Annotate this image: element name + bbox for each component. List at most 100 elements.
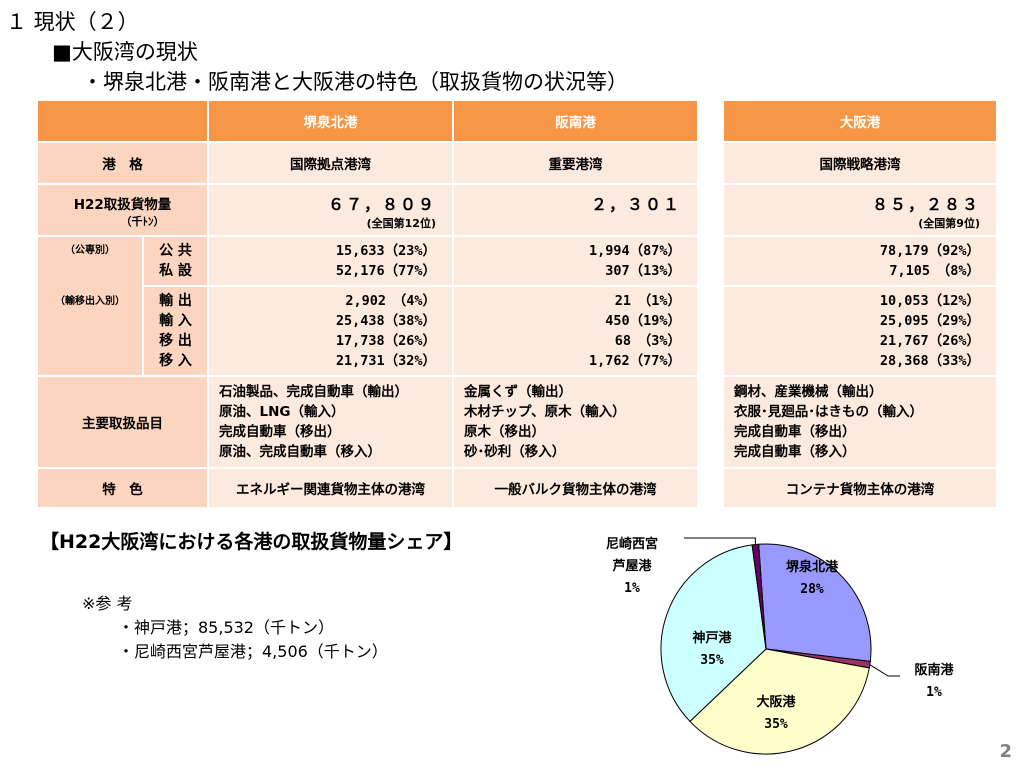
port-class-value: 国際拠点港湾 (209, 143, 454, 185)
goods-item: 原油、LNG（輸入） (219, 404, 345, 420)
table-header-row: 堺泉北港 阪南港 大阪港 (38, 101, 998, 509)
table-row: （公専別） （輸移出入別） 公 共 私 設 15,633（23%） 52,176… (38, 237, 998, 377)
volume-value: ６７，８０９ (327, 195, 436, 214)
trade-values: 2,902 （4%） 25,438（38%） 17,738（26%） 21,73… (209, 287, 454, 377)
header-corner (38, 101, 209, 143)
header-osaka: 大阪港 (724, 101, 998, 143)
volume-label: H22取扱貨物量 (73, 197, 172, 213)
pie-label: 大阪港 35% (756, 694, 796, 732)
public-private-values: 1,994（87%） 307（13%） (454, 237, 699, 287)
port-class-value: 国際戦略港湾 (724, 143, 998, 185)
pie-slice-0 (758, 543, 872, 662)
import-value: 25,438（38%） (335, 313, 436, 329)
import-value: 25,095（29%） (879, 313, 980, 329)
volume-cell: ８５，２８３ (全国第9位) (724, 185, 998, 237)
goods-item: 完成自動車（移出） (219, 424, 341, 440)
feature-value: エネルギー関連貨物主体の港湾 (209, 469, 454, 509)
private-value: 307（13%） (605, 263, 681, 279)
page-number: 2 (999, 741, 1012, 762)
import-value: 450（19%） (605, 313, 681, 329)
share-pie-chart: 堺泉北港 28% 阪南港 1% 大阪港 35% 神戸港 35% 尼崎西宮芦屋港 1% (606, 536, 954, 755)
pie-slice-3 (660, 544, 767, 723)
trade-values: 21 （1%） 450（19%） 68 （3%） 1,762（77%） (454, 287, 699, 377)
reference-note-head: ※参 考 (82, 594, 133, 613)
header-sakai-senboku: 堺泉北港 (209, 101, 454, 143)
feature-value: コンテナ貨物主体の港湾 (724, 469, 998, 509)
public-value: 15,633（23%） (335, 243, 436, 259)
volume-value: ２，３０１ (590, 195, 681, 214)
feature-value: 一般バルク貨物主体の港湾 (454, 469, 699, 509)
private-label: 私 設 (159, 263, 192, 279)
goods-item: 完成自動車（移出） (734, 424, 856, 440)
header-hannan: 阪南港 (454, 101, 699, 143)
table-row: 主要取扱品目 石油製品、完成自動車（輸出） 原油、LNG（輸入） 完成自動車（移… (38, 377, 998, 469)
pie-leader-line (684, 537, 756, 545)
pie-slice-4 (751, 543, 767, 650)
row-label-goods: 主要取扱品目 (38, 377, 209, 469)
public-private-label: （公専別） (65, 245, 115, 256)
public-private-values: 78,179（92%） 7,105 （8%） (724, 237, 998, 287)
goods-item: 木材チップ、原木（輸入） (464, 404, 626, 420)
export-value: 2,902 （4%） (345, 293, 436, 309)
row-label-feature: 特 色 (38, 469, 209, 509)
export-value: 10,053（12%） (879, 293, 980, 309)
row-label-port-class: 港 格 (38, 143, 209, 185)
private-value: 7,105 （8%） (889, 263, 980, 279)
domestic-in-label: 移 入 (159, 353, 192, 369)
goods-item: 原木（移出） (464, 424, 545, 440)
reference-note: ・尼崎西宮芦屋港；4,506（千トン） (118, 642, 388, 661)
trade-label: （輸移出入別） (55, 296, 125, 307)
domestic-out-value: 21,767（26%） (879, 333, 980, 349)
public-label: 公 共 (159, 243, 192, 259)
table-row: 特 色 エネルギー関連貨物主体の港湾 一般バルク貨物主体の港湾 コンテナ貨物主体… (38, 469, 998, 509)
goods-cell: 金属くず（輸出） 木材チップ、原木（輸入） 原木（移出） 砂･砂利（移入） (454, 377, 699, 469)
pie-leader-line (869, 664, 900, 677)
volume-cell: ２，３０１ (454, 185, 699, 237)
export-value: 21 （1%） (614, 293, 681, 309)
reference-note: ・神戸港；85,532（千トン） (118, 618, 334, 637)
export-label: 輸 出 (159, 293, 192, 309)
pie-slice-2 (689, 648, 870, 755)
goods-item: 原油、完成自動車（移入） (219, 444, 381, 460)
domestic-out-label: 移 出 (159, 333, 192, 349)
table-row: H22取扱貨物量 （千ﾄﾝ） ６７，８０９ (全国第12位) ２，３０１ ８５，… (38, 185, 998, 237)
goods-cell: 石油製品、完成自動車（輸出） 原油、LNG（輸入） 完成自動車（移出） 原油、完… (209, 377, 454, 469)
port-class-value: 重要港湾 (454, 143, 699, 185)
goods-item: 衣服･見廻品･はきもの（輸入） (734, 404, 923, 420)
pie-label: 堺泉北港 28% (786, 559, 839, 597)
trade-values: 10,053（12%） 25,095（29%） 21,767（26%） 28,3… (724, 287, 998, 377)
pie-label: 神戸港 35% (692, 630, 732, 668)
table-row: 輸 出 輸 入 移 出 移 入 2,902 （4%） 25,438（38%） 1… (38, 287, 998, 377)
volume-rank: (全国第12位) (366, 217, 436, 230)
goods-item: 鋼材、産業機械（輸出） (734, 384, 883, 400)
trade-sublabels: 輸 出 輸 入 移 出 移 入 (144, 287, 209, 377)
section-heading: １ 現状（２） (6, 10, 139, 34)
row-label-volume: H22取扱貨物量 （千ﾄﾝ） (38, 185, 209, 237)
goods-item: 金属くず（輸出） (464, 384, 572, 400)
port-comparison-table: 堺泉北港 阪南港 大阪港 港 格 国際拠点港湾 重要港湾 国際戦略港湾 H22取… (38, 101, 998, 509)
domestic-in-value: 21,731（32%） (335, 353, 436, 369)
goods-item: 完成自動車（移入） (734, 444, 856, 460)
pie-label: 阪南港 1% (914, 662, 954, 700)
domestic-out-value: 68 （3%） (614, 333, 681, 349)
public-value: 1,994（87%） (588, 243, 681, 259)
topic-heading: ・堺泉北港・阪南港と大阪港の特色（取扱貨物の状況等） (82, 70, 628, 94)
volume-cell: ６７，８０９ (全国第12位) (209, 185, 454, 237)
import-label: 輸 入 (159, 313, 192, 329)
volume-unit: （千ﾄﾝ） (120, 215, 165, 228)
share-chart-title: 【H22大阪湾における各港の取扱貨物量シェア】 (40, 531, 463, 553)
row-label-breakdown: （公専別） （輸移出入別） (38, 237, 144, 377)
pie-label: 尼崎西宮芦屋港 1% (606, 536, 658, 596)
volume-rank: (全国第9位) (918, 217, 980, 230)
goods-item: 石油製品、完成自動車（輸出） (219, 384, 408, 400)
subsection-heading: ■大阪湾の現状 (52, 40, 198, 64)
domestic-in-value: 1,762（77%） (588, 353, 681, 369)
public-private-values: 15,633（23%） 52,176（77%） (209, 237, 454, 287)
domestic-out-value: 17,738（26%） (335, 333, 436, 349)
domestic-in-value: 28,368（33%） (879, 353, 980, 369)
volume-value: ８５，２８３ (871, 195, 980, 214)
private-value: 52,176（77%） (335, 263, 436, 279)
goods-cell: 鋼材、産業機械（輸出） 衣服･見廻品･はきもの（輸入） 完成自動車（移出） 完成… (724, 377, 998, 469)
goods-item: 砂･砂利（移入） (464, 444, 566, 460)
public-private-sublabels: 公 共 私 設 (144, 237, 209, 287)
